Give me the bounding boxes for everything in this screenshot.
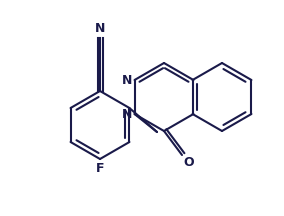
Text: N: N [122, 73, 133, 86]
Text: N: N [122, 108, 133, 121]
Text: F: F [96, 162, 104, 175]
Text: O: O [183, 156, 194, 169]
Text: N: N [95, 22, 105, 35]
